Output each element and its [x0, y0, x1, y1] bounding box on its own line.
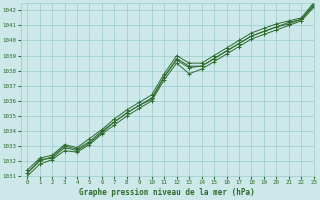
X-axis label: Graphe pression niveau de la mer (hPa): Graphe pression niveau de la mer (hPa)	[79, 188, 255, 197]
